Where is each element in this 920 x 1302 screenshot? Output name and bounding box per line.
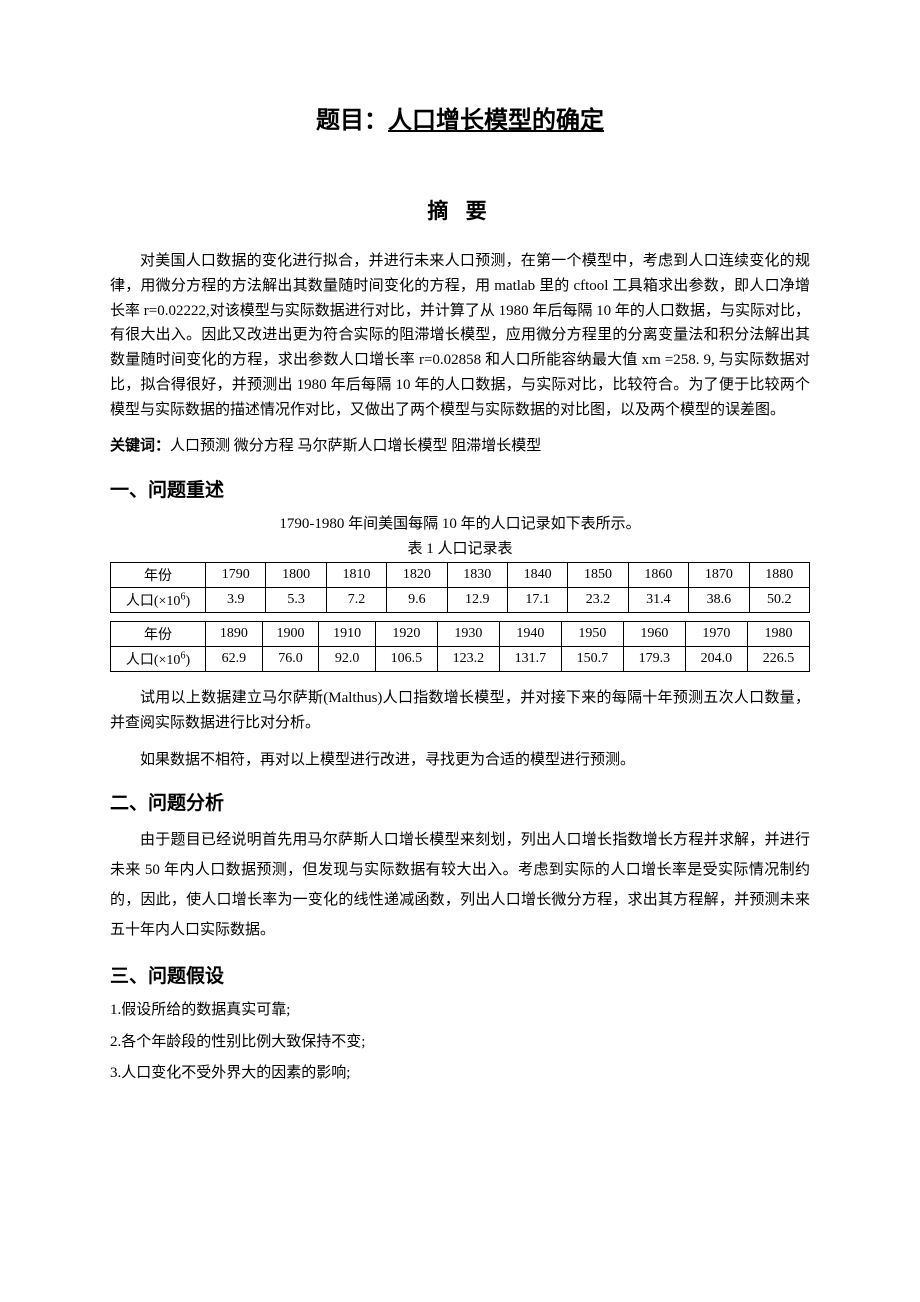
document-title: 题目：人口增长模型的确定 — [110, 100, 810, 135]
cell-year: 1840 — [507, 563, 567, 588]
cell-pop: 131.7 — [499, 647, 561, 672]
document-page: 题目：人口增长模型的确定 摘 要 对美国人口数据的变化进行拟合，并进行未来人口预… — [0, 0, 920, 1302]
cell-year: 1910 — [319, 622, 376, 647]
title-prefix: 题目： — [316, 108, 388, 134]
keywords-text: 人口预测 微分方程 马尔萨斯人口增长模型 阻滞增长模型 — [170, 438, 541, 454]
cell-year: 1970 — [685, 622, 747, 647]
abstract-body: 对美国人口数据的变化进行拟合，并进行未来人口预测，在第一个模型中，考虑到人口连续… — [110, 249, 810, 422]
cell-year: 1870 — [689, 563, 749, 588]
table-row: 年份 1790 1800 1810 1820 1830 1840 1850 18… — [111, 563, 810, 588]
table-row: 人口(×106) 3.9 5.3 7.2 9.6 12.9 17.1 23.2 … — [111, 588, 810, 613]
cell-pop: 226.5 — [747, 647, 809, 672]
row-header-year: 年份 — [111, 622, 206, 647]
row-header-pop: 人口(×106) — [111, 588, 206, 613]
cell-year: 1820 — [387, 563, 447, 588]
keywords-line: 关键词：人口预测 微分方程 马尔萨斯人口增长模型 阻滞增长模型 — [110, 434, 810, 459]
pop-prefix: 人口(×10 — [126, 594, 181, 609]
pop-prefix: 人口(×10 — [126, 653, 181, 668]
cell-year: 1920 — [375, 622, 437, 647]
cell-pop: 23.2 — [568, 588, 628, 613]
title-main: 人口增长模型的确定 — [388, 108, 604, 134]
pop-suffix: ) — [185, 594, 190, 609]
section-1-para-1: 试用以上数据建立马尔萨斯(Malthus)人口指数增长模型，并对接下来的每隔十年… — [110, 686, 810, 736]
section-2-heading: 二、问题分析 — [110, 788, 810, 815]
cell-pop: 38.6 — [689, 588, 749, 613]
cell-year: 1950 — [561, 622, 623, 647]
abstract-heading: 摘 要 — [110, 195, 810, 225]
section-3-heading: 三、问题假设 — [110, 961, 810, 988]
cell-year: 1960 — [623, 622, 685, 647]
table-row: 年份 1890 1900 1910 1920 1930 1940 1950 19… — [111, 622, 810, 647]
cell-year: 1850 — [568, 563, 628, 588]
cell-pop: 92.0 — [319, 647, 376, 672]
assumption-item: 1.假设所给的数据真实可靠; — [110, 998, 810, 1024]
cell-year: 1860 — [628, 563, 688, 588]
cell-year: 1930 — [437, 622, 499, 647]
cell-year: 1940 — [499, 622, 561, 647]
cell-pop: 31.4 — [628, 588, 688, 613]
cell-year: 1830 — [447, 563, 507, 588]
cell-pop: 3.9 — [206, 588, 266, 613]
section-1-heading: 一、问题重述 — [110, 475, 810, 502]
cell-year: 1980 — [747, 622, 809, 647]
cell-year: 1800 — [266, 563, 326, 588]
cell-pop: 9.6 — [387, 588, 447, 613]
section-2-body: 由于题目已经说明首先用马尔萨斯人口增长模型来刻划，列出人口增长指数增长方程并求解… — [110, 825, 810, 945]
section-1-para-2: 如果数据不相符，再对以上模型进行改进，寻找更为合适的模型进行预测。 — [110, 748, 810, 773]
cell-pop: 17.1 — [507, 588, 567, 613]
cell-year: 1790 — [206, 563, 266, 588]
table-1-caption: 表 1 人口记录表 — [110, 537, 810, 558]
population-table-block-1: 年份 1790 1800 1810 1820 1830 1840 1850 18… — [110, 562, 810, 613]
cell-pop: 106.5 — [375, 647, 437, 672]
cell-year: 1900 — [262, 622, 319, 647]
cell-year: 1810 — [326, 563, 386, 588]
section-1-intro: 1790-1980 年间美国每隔 10 年的人口记录如下表所示。 — [110, 512, 810, 533]
cell-pop: 150.7 — [561, 647, 623, 672]
row-header-pop: 人口(×106) — [111, 647, 206, 672]
cell-year: 1880 — [749, 563, 809, 588]
cell-pop: 179.3 — [623, 647, 685, 672]
cell-pop: 123.2 — [437, 647, 499, 672]
row-header-year: 年份 — [111, 563, 206, 588]
cell-pop: 50.2 — [749, 588, 809, 613]
population-table-block-2: 年份 1890 1900 1910 1920 1930 1940 1950 19… — [110, 621, 810, 672]
assumption-item: 2.各个年龄段的性别比例大致保持不变; — [110, 1030, 810, 1056]
cell-pop: 62.9 — [206, 647, 263, 672]
cell-pop: 7.2 — [326, 588, 386, 613]
cell-pop: 76.0 — [262, 647, 319, 672]
pop-suffix: ) — [185, 653, 190, 668]
cell-pop: 5.3 — [266, 588, 326, 613]
assumption-item: 3.人口变化不受外界大的因素的影响; — [110, 1061, 810, 1087]
cell-pop: 12.9 — [447, 588, 507, 613]
cell-year: 1890 — [206, 622, 263, 647]
keywords-label: 关键词： — [110, 438, 170, 454]
cell-pop: 204.0 — [685, 647, 747, 672]
table-row: 人口(×106) 62.9 76.0 92.0 106.5 123.2 131.… — [111, 647, 810, 672]
